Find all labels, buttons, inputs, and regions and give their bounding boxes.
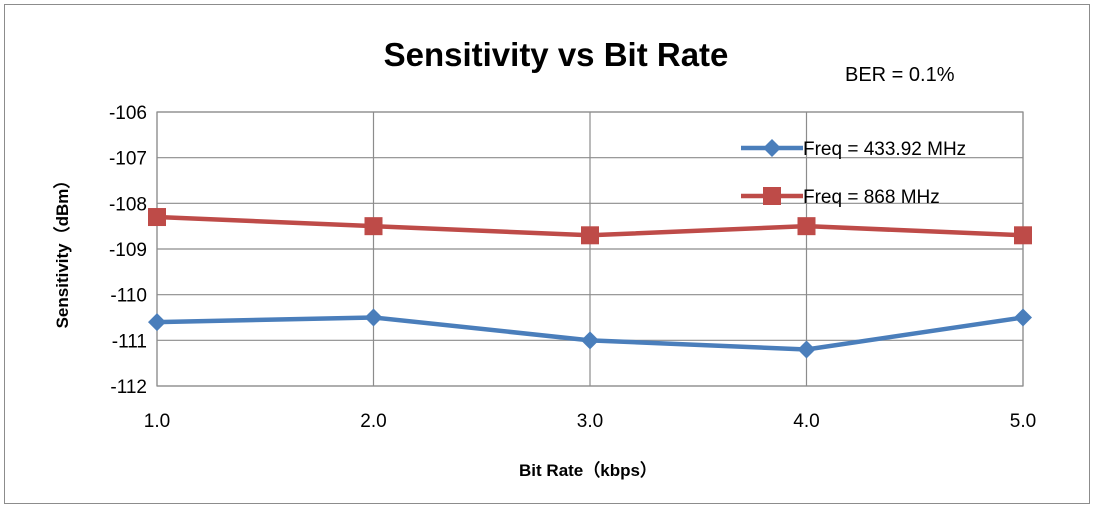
data-point bbox=[148, 313, 166, 332]
y-tick-label: -112 bbox=[110, 377, 147, 398]
legend-marker bbox=[763, 139, 781, 157]
data-point bbox=[364, 217, 383, 236]
data-point bbox=[797, 217, 816, 236]
plot-border bbox=[156, 111, 1024, 387]
chart-title: Sensitivity vs Bit Rate bbox=[384, 36, 729, 73]
chart-frame bbox=[4, 4, 1090, 504]
data-point bbox=[364, 308, 383, 327]
x-axis-ticks: 1.0 2.0 3.0 4.0 5.0 bbox=[144, 411, 1036, 432]
x-axis-label: Bit Rate（kbps） bbox=[519, 460, 657, 480]
y-tick-label: -109 bbox=[109, 240, 147, 261]
plot-area bbox=[156, 111, 1024, 387]
x-tick-label: 4.0 bbox=[793, 411, 819, 432]
x-tick-label: 1.0 bbox=[144, 411, 170, 432]
legend-label: Freq = 868 MHz bbox=[803, 187, 940, 208]
series-1 bbox=[148, 308, 1032, 359]
data-point bbox=[797, 340, 816, 359]
x-tick-label: 2.0 bbox=[360, 411, 386, 432]
x-tick-label: 3.0 bbox=[577, 411, 603, 432]
data-point bbox=[1014, 308, 1032, 327]
x-tick-label: 5.0 bbox=[1010, 411, 1036, 432]
legend-entry-1: Freq = 433.92 MHz bbox=[741, 139, 966, 160]
data-point bbox=[581, 331, 599, 350]
legend: Freq = 433.92 MHz Freq = 868 MHz bbox=[741, 139, 966, 208]
y-axis-ticks: -106 -107 -108 -109 -110 -111 -112 bbox=[109, 103, 147, 398]
data-point bbox=[1014, 226, 1032, 245]
y-tick-label: -108 bbox=[109, 194, 147, 215]
data-point bbox=[581, 226, 599, 245]
y-tick-label: -107 bbox=[109, 149, 147, 170]
y-tick-label: -106 bbox=[109, 103, 147, 124]
legend-entry-2: Freq = 868 MHz bbox=[741, 187, 940, 208]
legend-marker bbox=[763, 187, 781, 205]
y-axis-label: Sensitivity（dBm） bbox=[52, 172, 72, 329]
legend-label: Freq = 433.92 MHz bbox=[803, 139, 966, 160]
y-tick-label: -110 bbox=[110, 286, 147, 307]
y-tick-label: -111 bbox=[112, 331, 147, 352]
series-2 bbox=[148, 208, 1032, 245]
series-layer bbox=[148, 208, 1032, 359]
ber-annotation: BER = 0.1% bbox=[845, 64, 955, 86]
data-point bbox=[148, 208, 166, 227]
